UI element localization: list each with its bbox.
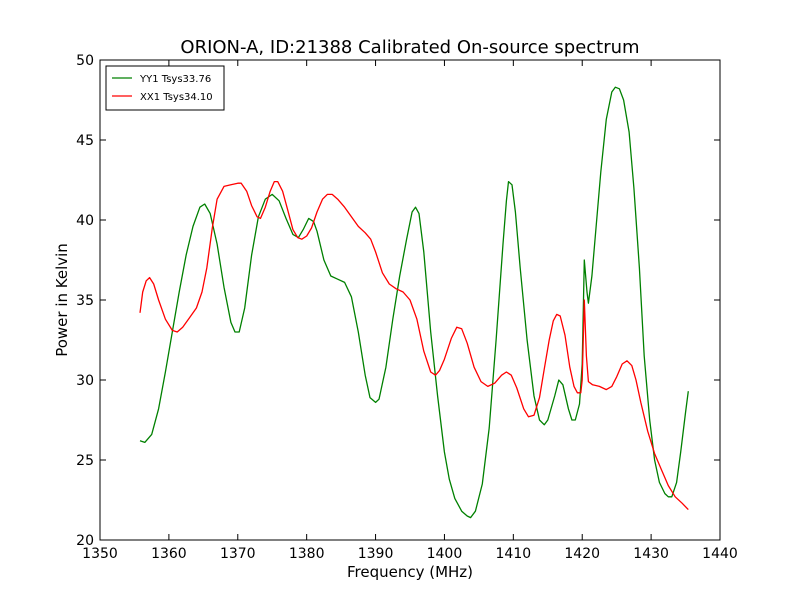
y-tick-label: 20 xyxy=(76,533,94,549)
y-axis-label: Power in Kelvin xyxy=(53,243,71,357)
x-tick-label: 1430 xyxy=(633,546,669,562)
plot-area: 1350 1360 1370 1380 1390 1400 1410 1420 1430 1440… xyxy=(76,53,738,562)
y-tick-label: 30 xyxy=(76,373,94,389)
y-tick-label: 45 xyxy=(76,133,94,149)
legend-label-1: XX1 Tsys34.10 xyxy=(140,92,213,103)
x-tick-label: 1390 xyxy=(358,546,394,562)
chart-title: ORION-A, ID:21388 Calibrated On-source s… xyxy=(180,37,639,58)
y-tick-label: 50 xyxy=(76,53,94,69)
x-tick-label: 1400 xyxy=(427,546,463,562)
x-tick-label: 1420 xyxy=(564,546,600,562)
x-tick-label: 1380 xyxy=(289,546,325,562)
series-layer xyxy=(139,86,689,519)
x-tick-label: 1350 xyxy=(82,546,118,562)
x-tick-label: 1360 xyxy=(151,546,187,562)
legend-label-0: YY1 Tsys33.76 xyxy=(139,74,211,85)
x-tick-label: 1440 xyxy=(702,546,738,562)
series-line-1 xyxy=(139,180,689,511)
x-tick-label: 1370 xyxy=(220,546,256,562)
y-tick-label: 40 xyxy=(76,213,94,229)
legend-frame xyxy=(105,65,225,111)
tick-layer: 1350 1360 1370 1380 1390 1400 1410 1420 1430 1440… xyxy=(76,53,738,562)
series-line-0 xyxy=(139,86,689,519)
legend: YY1 Tsys33.76 XX1 Tsys34.10 xyxy=(105,65,225,111)
x-tick-label: 1410 xyxy=(496,546,532,562)
x-axis-label: Frequency (MHz) xyxy=(347,563,473,581)
y-tick-label: 35 xyxy=(76,293,94,309)
y-tick-label: 25 xyxy=(76,453,94,469)
